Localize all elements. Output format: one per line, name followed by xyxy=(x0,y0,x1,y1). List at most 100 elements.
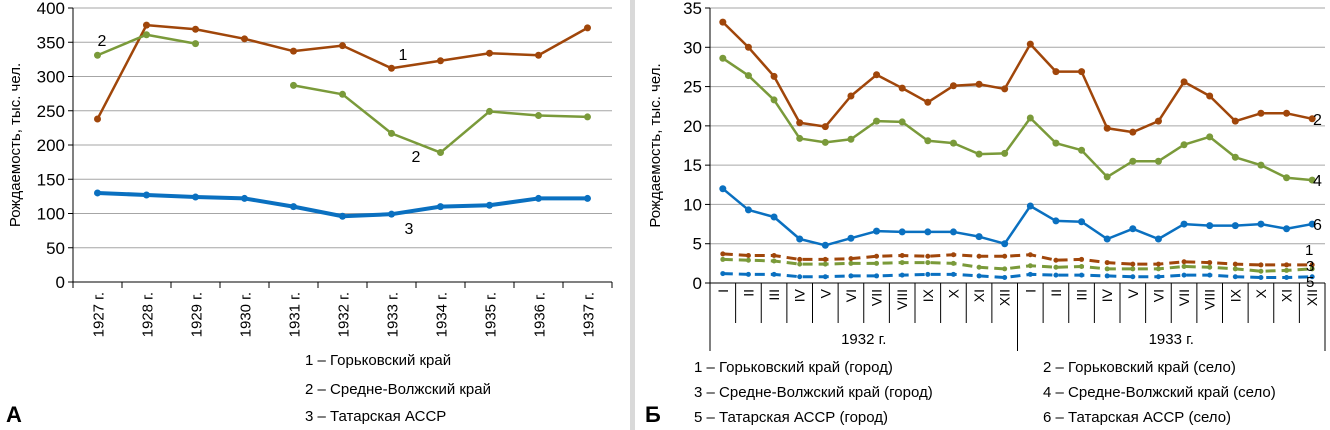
series-6-point xyxy=(898,228,906,236)
series-4-point xyxy=(949,139,957,147)
x-tick-label: I xyxy=(715,289,731,293)
legend-a-item-1: 1 – Горьковский край xyxy=(305,352,452,369)
panel-label-a: А xyxy=(6,402,22,427)
series-2-point xyxy=(535,112,542,120)
y-axis-label: Рождаемость, тыс. чел. xyxy=(7,63,24,227)
x-tick-label: VIII xyxy=(894,289,910,310)
series-2-point xyxy=(924,98,932,106)
series-annotation: 2 xyxy=(98,33,107,50)
series-4-point xyxy=(1154,157,1162,165)
series-6-point xyxy=(975,233,983,241)
series-3-point xyxy=(1002,266,1008,272)
series-4-point xyxy=(1180,141,1188,149)
x-tick-label: I xyxy=(1022,289,1038,293)
x-tick-label: XII xyxy=(1304,289,1320,306)
series-3-point xyxy=(771,258,777,264)
legend-b-item-5: 5 – Татарская АССР (город) xyxy=(694,409,889,426)
chart-a: 0 50 100 150 200 250 300 350 400 1927 г. 1928 г. 19… xyxy=(7,0,613,337)
series-annotation: 2 xyxy=(412,149,421,166)
series-3-point xyxy=(797,261,803,267)
series-2-point xyxy=(1129,128,1137,136)
series-4-point xyxy=(1001,149,1009,157)
series-4-point xyxy=(1103,173,1111,181)
x-tick-label: 1930 г. xyxy=(238,292,255,337)
series-6-point xyxy=(1180,220,1188,228)
series-5-point xyxy=(1232,274,1238,280)
series-3-point xyxy=(720,256,726,262)
series-5-point xyxy=(950,271,956,277)
series-end-label: 3 xyxy=(1306,258,1314,275)
x-tick-label: 1928 г. xyxy=(140,292,157,337)
x-tick-label: 1937 г. xyxy=(581,292,598,337)
series-3-point xyxy=(976,264,982,270)
series-3-point xyxy=(94,189,101,197)
series-6-point xyxy=(1308,220,1316,228)
series-1-point xyxy=(950,252,956,258)
y-tick-label: 100 xyxy=(37,205,65,224)
y-tick-label: 30 xyxy=(683,38,702,57)
x-tick-label: 1931 г. xyxy=(287,292,304,337)
series-6-point xyxy=(1103,235,1111,243)
panel-divider xyxy=(630,0,635,430)
series-2-point xyxy=(1001,85,1009,93)
series-3-point xyxy=(745,257,751,263)
series-2-point xyxy=(192,40,199,48)
series-5-point xyxy=(1104,273,1110,279)
series-3-point xyxy=(241,194,248,202)
series-4-point xyxy=(1308,176,1316,184)
series-1-point xyxy=(290,47,297,55)
series-5-point xyxy=(822,274,828,280)
series-6-point xyxy=(1052,217,1060,225)
series-3-point xyxy=(1232,266,1238,272)
series-4-point xyxy=(1231,153,1239,161)
series-2-point xyxy=(94,51,101,59)
series-6-point xyxy=(1283,225,1291,233)
legend-a-item-3: 3 – Татарская АССР xyxy=(305,408,447,425)
series-3-point xyxy=(1027,263,1033,269)
series-2-point xyxy=(770,72,778,80)
series-4-point xyxy=(821,138,829,146)
y-tick-label: 400 xyxy=(37,0,65,18)
series-4-point xyxy=(719,54,727,62)
series-5-point xyxy=(1079,272,1085,278)
y-tick-label: 15 xyxy=(683,156,702,175)
series-5-line xyxy=(722,272,1313,279)
x-tick-label: VIII xyxy=(1202,289,1218,310)
series-2-point xyxy=(1257,109,1265,117)
series-1-point xyxy=(1207,260,1213,266)
series-2-point xyxy=(719,18,727,26)
x-tick-label: X xyxy=(1253,288,1269,298)
series-6-point xyxy=(847,234,855,242)
series-1-point xyxy=(874,253,880,259)
legend-b-item-6: 6 – Татарская АССР (село) xyxy=(1043,409,1232,426)
series-1-point xyxy=(1181,259,1187,265)
series-3-point xyxy=(950,260,956,266)
x-tick-label: IX xyxy=(920,288,936,302)
x-tick-label: 1934 г. xyxy=(434,292,451,337)
series-2-point xyxy=(1231,117,1239,125)
series-end-label: 1 xyxy=(1305,242,1313,259)
x-tick-label: II xyxy=(740,289,756,297)
series-3-point xyxy=(290,203,297,211)
series-2-point xyxy=(1206,92,1214,100)
series-1-point xyxy=(720,251,726,257)
series-3-point xyxy=(535,194,542,202)
legend-b-item-1: 1 – Горьковский край (город) xyxy=(694,359,893,376)
series-annotation: 3 xyxy=(405,221,414,238)
series-1-point xyxy=(437,57,444,65)
y-tick-label: 200 xyxy=(37,136,65,155)
series-1-point xyxy=(1002,253,1008,259)
group-label: 1933 г. xyxy=(1149,331,1194,348)
series-3-line xyxy=(722,257,1313,273)
y-tick-label: 250 xyxy=(37,102,65,121)
series-2-point xyxy=(847,92,855,100)
x-tick-label: VII xyxy=(869,289,885,306)
series-2-point xyxy=(1154,117,1162,125)
series-2-point xyxy=(388,129,395,137)
x-tick-label: 1935 г. xyxy=(483,292,500,337)
series-2-point xyxy=(975,80,983,88)
series-1-point xyxy=(584,24,591,32)
series-3-point xyxy=(486,201,493,209)
series-2-point xyxy=(143,31,150,39)
